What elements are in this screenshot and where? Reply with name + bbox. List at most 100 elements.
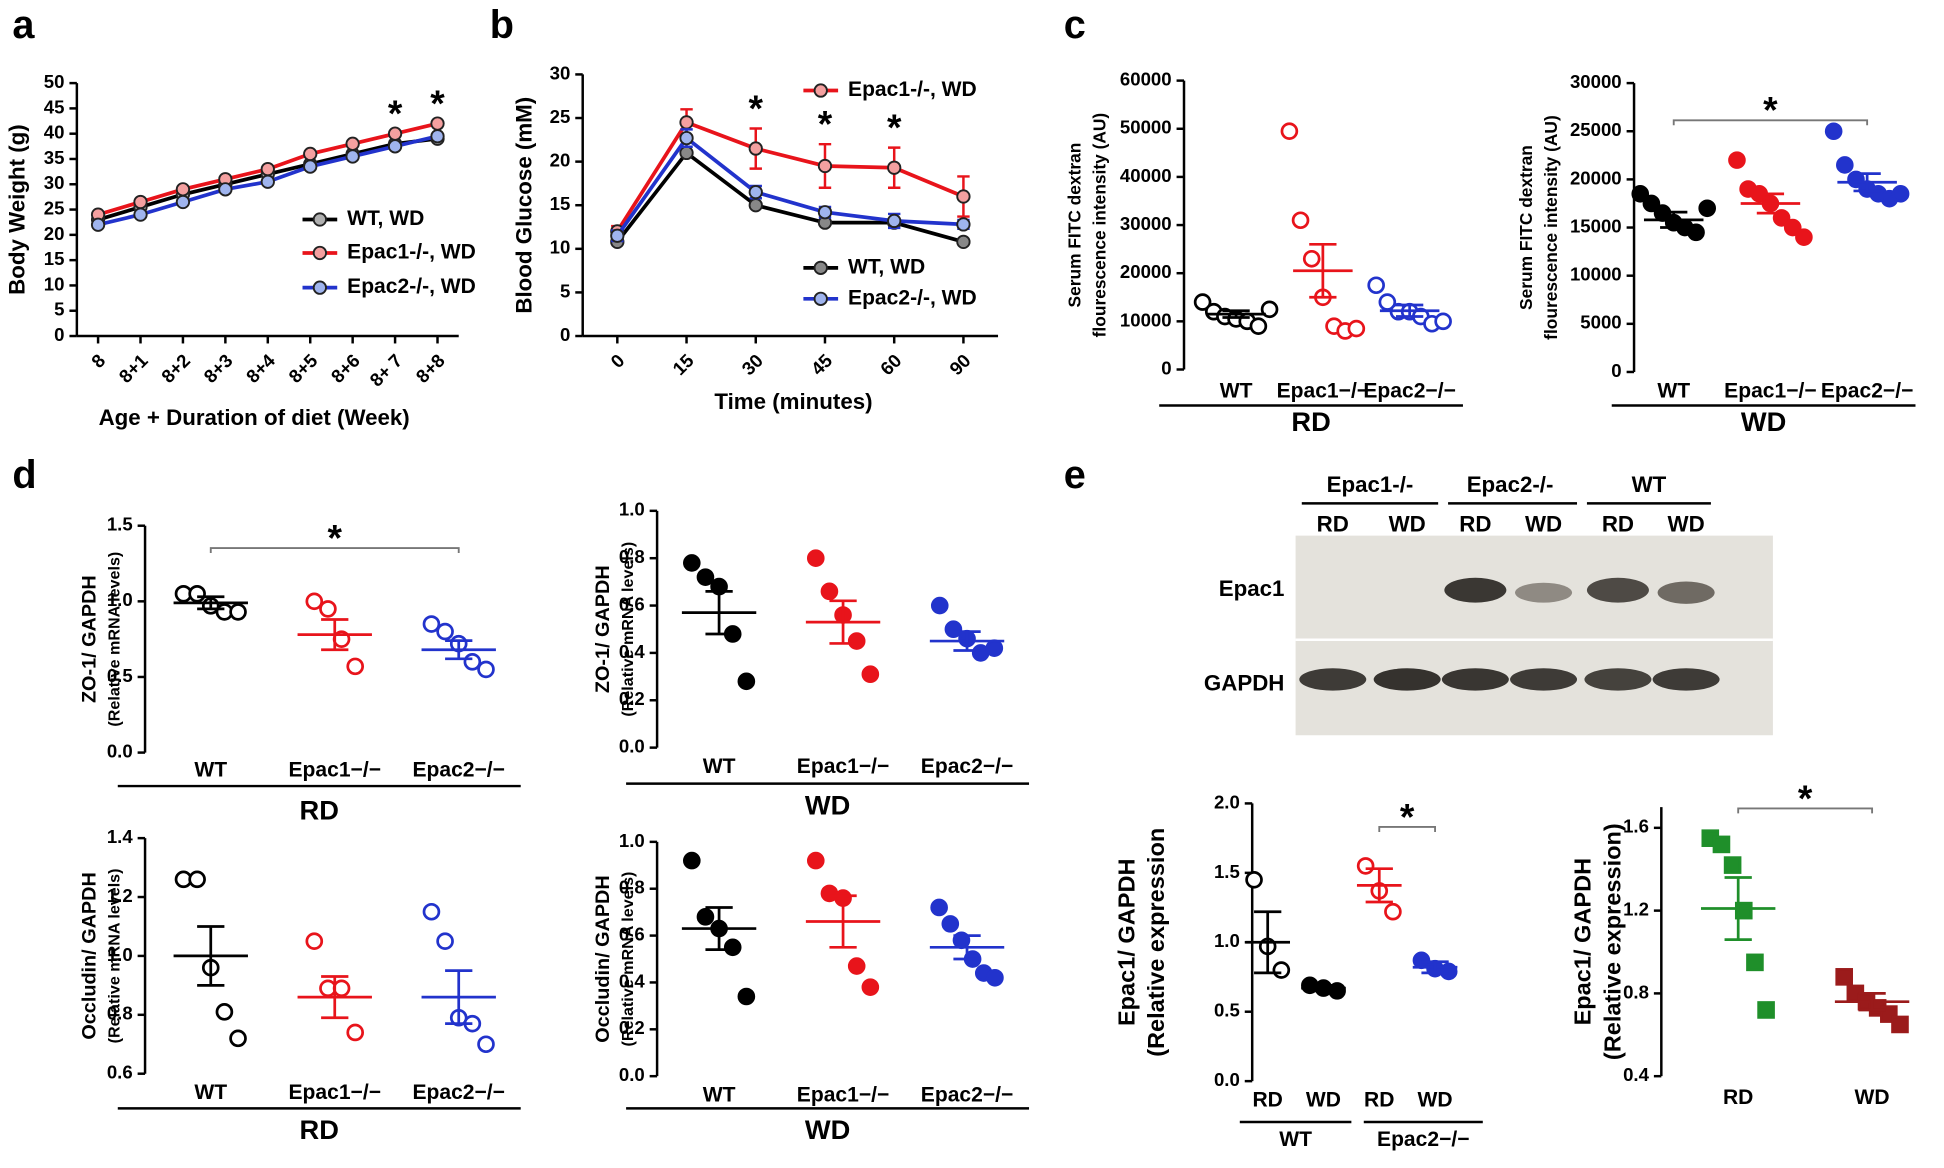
x-tick-label: WT bbox=[194, 759, 227, 782]
y-axis-label: flourescence intensity (AU) bbox=[1541, 115, 1561, 340]
point bbox=[1824, 122, 1843, 141]
point bbox=[319, 600, 337, 618]
lane-label: WD bbox=[1525, 512, 1562, 537]
y-axis-label: Epac1/ GAPDH bbox=[1570, 858, 1596, 1026]
point bbox=[1347, 319, 1366, 338]
y-tick-label: 0.2 bbox=[619, 1017, 645, 1038]
lane-label: WD bbox=[1668, 512, 1705, 537]
point bbox=[930, 596, 949, 615]
x-tick-label: 8+3 bbox=[199, 350, 236, 387]
point bbox=[229, 1029, 247, 1048]
point bbox=[387, 139, 403, 154]
significance-star: * bbox=[818, 103, 833, 145]
y-tick-label: 30000 bbox=[1570, 71, 1622, 92]
point bbox=[422, 615, 441, 633]
point bbox=[861, 665, 880, 684]
series-line bbox=[615, 120, 965, 233]
significance-bracket bbox=[1737, 807, 1874, 814]
group-label: RD bbox=[1291, 406, 1330, 437]
x-tick-label: WT bbox=[1220, 379, 1253, 402]
sem-bar bbox=[197, 595, 225, 611]
y-tick-label: 0.8 bbox=[619, 546, 645, 567]
x-tick-label: 8+8 bbox=[412, 350, 449, 387]
series-line bbox=[615, 150, 964, 244]
x-tick-label: Epac2−/− bbox=[921, 1084, 1014, 1107]
group-label: RD bbox=[300, 1114, 339, 1145]
band bbox=[1652, 668, 1720, 691]
y-tick-label: 1.5 bbox=[107, 514, 133, 535]
point bbox=[944, 620, 963, 639]
group-label: RD bbox=[300, 794, 339, 825]
point bbox=[887, 160, 902, 175]
y-axis-label: (Relative expression bbox=[1143, 828, 1169, 1057]
group-label: WD bbox=[805, 789, 850, 820]
y-tick-label: 60000 bbox=[1120, 69, 1172, 90]
x-tick-label: 45 bbox=[807, 350, 836, 379]
point bbox=[683, 851, 701, 870]
point bbox=[748, 198, 763, 213]
y-tick-label: 15 bbox=[44, 248, 65, 269]
group-label: WD bbox=[805, 1114, 850, 1145]
legend-marker bbox=[813, 83, 828, 98]
blot-image bbox=[1295, 535, 1773, 736]
y-tick-label: 1.0 bbox=[107, 944, 133, 965]
y-tick-label: 30 bbox=[550, 62, 571, 83]
point bbox=[218, 182, 233, 197]
y-tick-label: 5 bbox=[54, 299, 64, 320]
x-tick-label: 8+4 bbox=[242, 349, 280, 387]
y-axis-label: Occludin/ GAPDH bbox=[592, 875, 614, 1042]
sem-bar bbox=[1309, 242, 1337, 299]
panel-letter: a bbox=[12, 3, 35, 47]
band bbox=[1586, 577, 1649, 603]
point bbox=[956, 234, 971, 249]
y-tick-label: 0.6 bbox=[619, 923, 645, 944]
y-tick-label: 50000 bbox=[1120, 117, 1172, 138]
significance-star: * bbox=[328, 516, 343, 558]
lane-label: WD bbox=[1389, 512, 1426, 537]
point bbox=[1891, 1015, 1909, 1034]
y-tick-label: 20000 bbox=[1120, 261, 1172, 282]
y-tick-label: 0.4 bbox=[1623, 1064, 1649, 1085]
legend-label: Epac2-/-, WD bbox=[347, 275, 476, 298]
point bbox=[430, 129, 445, 144]
x-tick-label: Epac1−/− bbox=[288, 759, 381, 782]
point bbox=[1249, 317, 1268, 335]
x-tick-label: 15 bbox=[668, 350, 697, 379]
panel-letter: e bbox=[1064, 453, 1086, 497]
point bbox=[847, 957, 866, 975]
x-tick-label: 8+5 bbox=[284, 350, 321, 387]
legend-marker bbox=[312, 280, 327, 295]
y-tick-label: 50 bbox=[44, 71, 65, 92]
x-axis-label: Age + Duration of diet (Week) bbox=[99, 405, 410, 430]
sem-bar bbox=[1421, 960, 1449, 975]
point bbox=[1291, 211, 1310, 230]
y-tick-label: 20 bbox=[550, 150, 571, 171]
significance-star: * bbox=[887, 106, 902, 148]
point bbox=[930, 898, 948, 917]
point bbox=[679, 115, 694, 130]
point bbox=[305, 932, 324, 950]
y-tick-label: 0.0 bbox=[619, 736, 645, 757]
point bbox=[345, 136, 360, 151]
point bbox=[1280, 122, 1299, 140]
x-tick-label: Epac2−/− bbox=[921, 755, 1014, 778]
legend-marker bbox=[312, 212, 327, 227]
significance-bracket bbox=[209, 547, 460, 553]
legend-label: WT, WD bbox=[848, 255, 925, 278]
point bbox=[985, 639, 1004, 657]
point bbox=[887, 213, 902, 229]
point bbox=[215, 1003, 234, 1021]
point bbox=[1891, 185, 1910, 203]
point bbox=[748, 141, 763, 156]
y-tick-label: 1.2 bbox=[1623, 899, 1649, 920]
point bbox=[696, 908, 715, 926]
point bbox=[260, 174, 275, 189]
y-tick-label: 15 bbox=[550, 193, 571, 214]
y-axis-label: ZO-1/ GAPDH bbox=[592, 565, 614, 693]
sem-bar bbox=[829, 894, 857, 949]
point bbox=[956, 217, 971, 232]
y-tick-label: 0.6 bbox=[619, 593, 645, 614]
sem-bar bbox=[1396, 303, 1424, 318]
y-tick-label: 0.6 bbox=[107, 1062, 133, 1083]
legend-marker bbox=[312, 245, 327, 261]
